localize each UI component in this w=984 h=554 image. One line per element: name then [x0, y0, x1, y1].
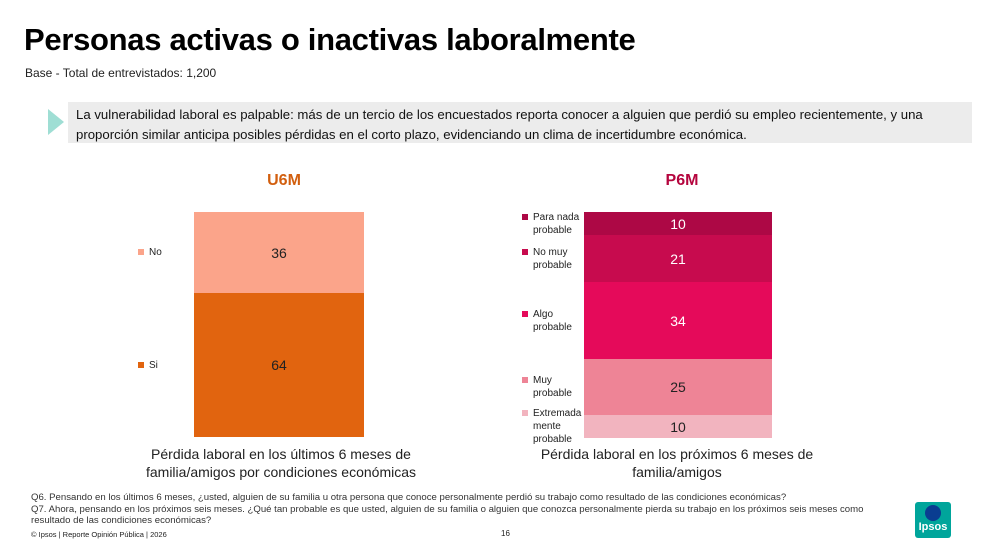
- legend-label: Muy probable: [533, 375, 572, 399]
- logo-text: Ipsos: [918, 521, 948, 533]
- legend-label: Si: [149, 359, 158, 371]
- bar-segment-no: 36: [194, 212, 364, 293]
- legend-item: Extremada mente probable: [522, 407, 581, 446]
- data-label: 34: [670, 312, 686, 329]
- callout-box: La vulnerabilidad laboral es palpable: m…: [68, 102, 972, 143]
- legend-swatch: [522, 213, 528, 220]
- legend-item: No muy probable: [522, 246, 572, 272]
- legend-label: Extremada mente probable: [533, 408, 582, 445]
- legend-label: No muy probable: [533, 246, 572, 271]
- legend-item: Para nada probable: [522, 211, 579, 237]
- bar-segment-algo-probable: 34: [584, 282, 772, 359]
- legend-swatch: [522, 410, 528, 416]
- legend-label: Para nada probable: [533, 211, 580, 236]
- chart-caption-p6m: Pérdida laboral en los próximos 6 meses …: [540, 446, 814, 480]
- data-label: 10: [670, 215, 686, 232]
- page-number: 16: [501, 529, 510, 538]
- legend-swatch: [522, 310, 528, 317]
- data-label: 10: [670, 418, 686, 435]
- page-title: Personas activas o inactivas laboralment…: [24, 22, 636, 57]
- data-label: 25: [670, 379, 686, 395]
- ipsos-logo: Ipsos: [915, 502, 951, 538]
- bar-segment-extremadamente-probable: 10: [584, 415, 772, 438]
- chart-caption-u6m: Pérdida laboral en los últimos 6 meses d…: [145, 446, 417, 480]
- legend-label: Algo probable: [533, 308, 572, 333]
- data-label: 36: [271, 244, 287, 261]
- legend-swatch: [138, 249, 144, 255]
- chart-title-p6m: P6M: [665, 172, 699, 189]
- legend-swatch: [522, 248, 528, 255]
- legend-swatch: [522, 377, 528, 383]
- footnote-q6: Q6. Pensando en los últimos 6 meses, ¿us…: [31, 492, 787, 503]
- legend-item: No: [138, 246, 162, 259]
- bar-segment-no-muy-probable: 21: [584, 235, 772, 282]
- bar-segment-muy-probable: 25: [584, 359, 772, 415]
- chart-title-u6m: U6M: [267, 172, 301, 189]
- legend-item: Si: [138, 359, 158, 372]
- callout-arrow-icon: [48, 109, 64, 135]
- footnote-q7: Q7. Ahora, pensando en los próximos seis…: [31, 504, 864, 526]
- legend-label: No: [149, 247, 162, 258]
- logo-oval-icon: [925, 505, 941, 521]
- legend-item: Algo probable: [522, 308, 572, 334]
- bar-segment-para-nada-probable: 10: [584, 212, 772, 235]
- bar-segment-si: 64: [194, 293, 364, 437]
- data-label: 64: [271, 357, 287, 373]
- legend-swatch: [138, 361, 144, 368]
- footer-copyright: © Ipsos | Reporte Opinión Pública | 2026: [31, 530, 167, 539]
- data-label: 21: [670, 250, 686, 267]
- base-subtitle: Base - Total de entrevistados: 1,200: [25, 66, 217, 80]
- legend-item: Muy probable: [522, 374, 572, 400]
